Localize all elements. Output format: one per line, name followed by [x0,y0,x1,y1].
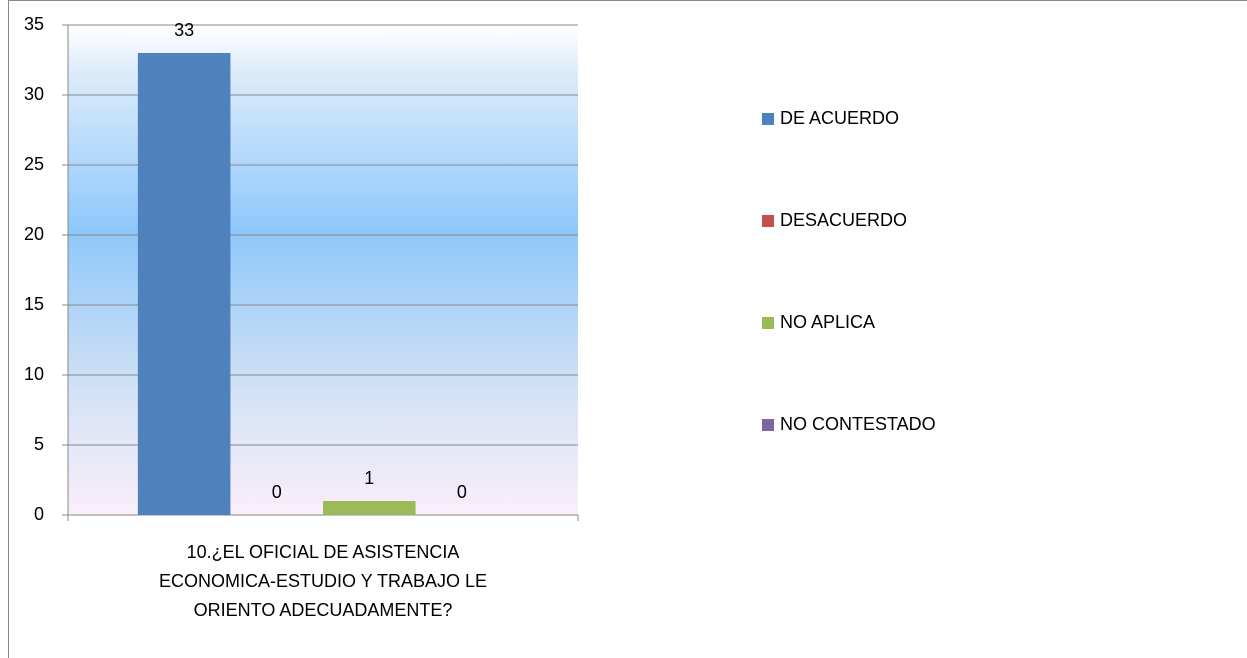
legend-label: DESACUERDO [780,210,907,230]
y-tick-label: 25 [24,154,44,174]
legend-swatch [762,419,774,431]
x-tick-label: 10.¿EL OFICIAL DE ASISTENCIA ECONOMICA-E… [158,542,488,620]
data-label: 33 [174,20,194,40]
data-label: 0 [457,482,467,502]
data-label: 1 [364,468,374,488]
bar [137,53,231,515]
legend-label: DE ACUERDO [780,108,899,128]
legend-label: NO APLICA [780,312,875,332]
bar [323,501,416,515]
data-label: 0 [272,482,282,502]
y-tick-label: 15 [24,294,44,314]
legend-swatch [762,317,774,329]
y-tick-label: 10 [24,364,44,384]
y-tick-label: 5 [34,434,44,454]
legend-swatch [762,215,774,227]
legend-swatch [762,113,774,125]
y-tick-label: 0 [34,504,44,524]
y-tick-label: 35 [24,14,44,34]
y-tick-label: 20 [24,224,44,244]
y-tick-label: 30 [24,84,44,104]
legend-label: NO CONTESTADO [780,414,936,434]
